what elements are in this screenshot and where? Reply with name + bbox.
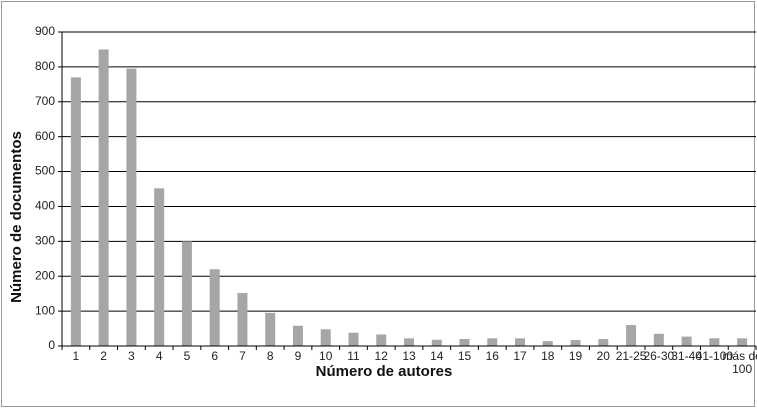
x-tick-label: 10: [319, 349, 333, 363]
x-tick-label: 11: [347, 349, 360, 363]
x-axis-title: Número de autores: [316, 363, 453, 380]
x-tick-label: 41-100: [696, 349, 734, 363]
y-tick-label: 400: [35, 199, 55, 213]
bar: [570, 340, 581, 346]
x-tick-label: 2: [100, 349, 107, 363]
x-tick-label: 7: [239, 349, 246, 363]
x-tick-label: 9: [295, 349, 302, 363]
bar: [542, 341, 553, 346]
x-tick-label: 16: [486, 349, 500, 363]
bar: [265, 312, 276, 346]
x-tick-label: 5: [184, 349, 191, 363]
x-tick-label: 26-30: [643, 349, 674, 363]
x-tick-label: 1: [73, 349, 80, 363]
bar: [237, 292, 248, 346]
x-tick-label: 21-25: [616, 349, 647, 363]
y-tick-label: 600: [35, 129, 55, 143]
x-tick-label: 12: [375, 349, 389, 363]
x-tick-label: 13: [402, 349, 416, 363]
bar: [348, 332, 359, 346]
x-tick-label: más de100: [722, 349, 757, 376]
y-tick-label: 900: [35, 24, 55, 38]
bar: [70, 77, 81, 346]
x-tick-label: 19: [569, 349, 583, 363]
bar: [459, 339, 470, 346]
y-tick-label: 0: [48, 338, 55, 352]
bar: [653, 333, 664, 346]
y-tick-label: 300: [35, 234, 55, 248]
bar: [126, 68, 137, 346]
x-tick-label: 8: [267, 349, 274, 363]
bar: [487, 338, 498, 346]
bar: [431, 339, 442, 346]
bars: [70, 49, 748, 346]
x-tick-label: 15: [458, 349, 472, 363]
bar: [209, 269, 220, 346]
grid-lines: [62, 31, 756, 312]
bar: [737, 338, 748, 346]
y-tick-label: 500: [35, 164, 55, 178]
bar: [709, 338, 720, 346]
bar: [376, 334, 387, 346]
x-tick-label: 4: [156, 349, 163, 363]
bar: [681, 336, 692, 346]
x-tick-label: 31-40: [671, 349, 702, 363]
y-tick-label: 100: [35, 303, 55, 317]
bar: [598, 339, 609, 346]
bar: [154, 188, 165, 346]
x-tick-label: 14: [430, 349, 444, 363]
x-tick-label: 17: [513, 349, 527, 363]
bar: [515, 338, 526, 346]
x-tick-labels: 1 2 3 4 5 6 7 8 9 10 11 12 13 14 15 16 17 18 19 20 21-2526-3…: [73, 349, 757, 376]
y-tick-label: 700: [35, 94, 55, 108]
y-tick-labels: 0 100 200 300 400 500 600 700 800 900: [35, 24, 55, 352]
y-tick-label: 200: [35, 268, 55, 282]
x-tick-label: 3: [128, 349, 135, 363]
bar: [292, 325, 303, 346]
bar: [626, 325, 637, 346]
bar: [98, 49, 109, 346]
y-axis-title: Número de documentos: [8, 131, 25, 303]
bar: [181, 241, 192, 346]
bar: [404, 338, 414, 346]
axes: [58, 31, 757, 350]
x-tick-label: 18: [541, 349, 555, 363]
y-tick-label: 800: [35, 59, 55, 73]
x-tick-label: 20: [597, 349, 611, 363]
x-tick-label: 6: [211, 349, 218, 363]
bar: [320, 329, 331, 346]
